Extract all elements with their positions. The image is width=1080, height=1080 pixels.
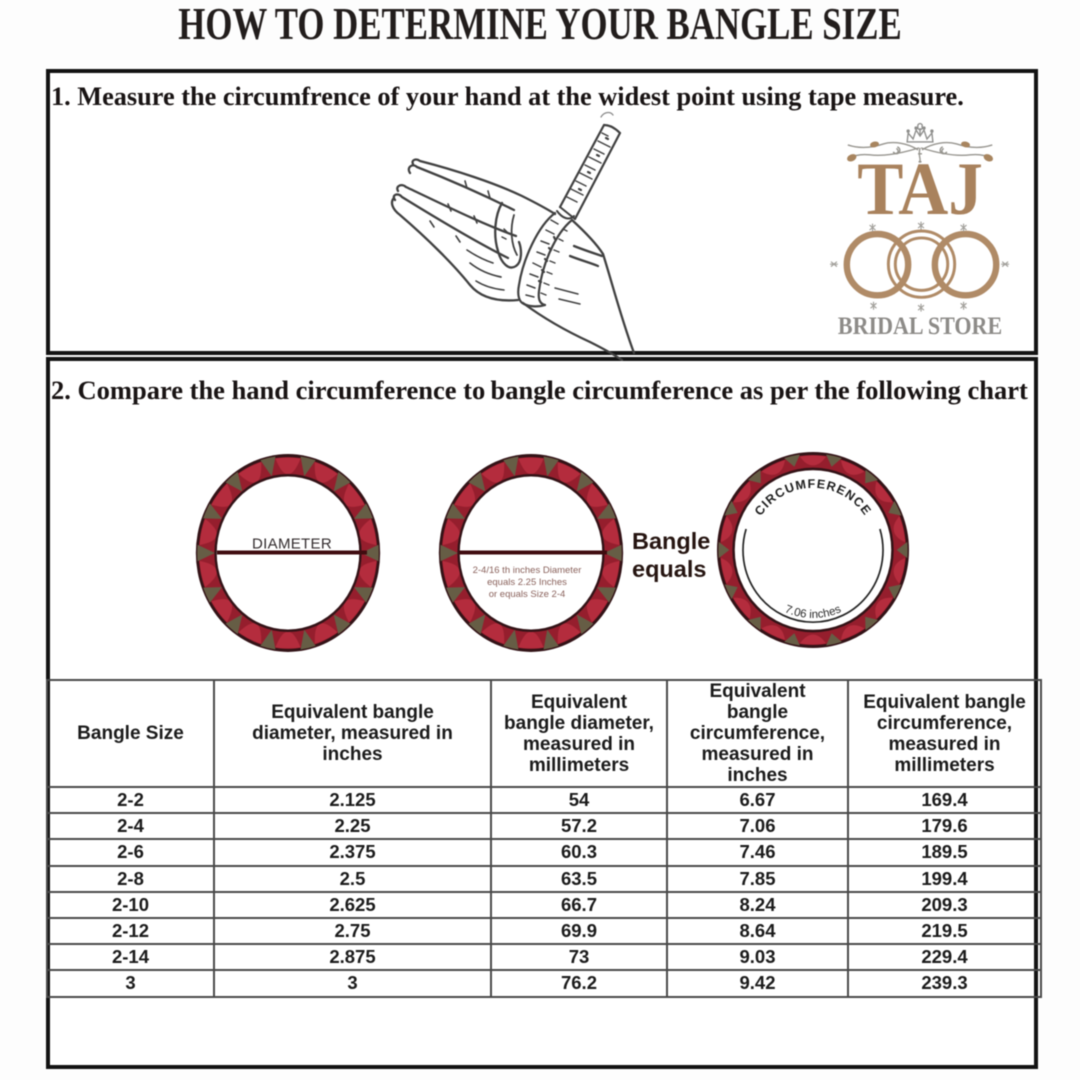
svg-text:BRIDAL STORE: BRIDAL STORE	[838, 311, 1002, 340]
svg-text:7.06 inches: 7.06 inches	[783, 603, 843, 621]
svg-text:equals 2.25 Inches: equals 2.25 Inches	[487, 577, 567, 588]
svg-text:2-4/16 th inches Diameter: 2-4/16 th inches Diameter	[473, 565, 582, 576]
svg-text:or equals Size 2-4: or equals Size 2-4	[489, 589, 566, 600]
svg-text:DIAMETER: DIAMETER	[252, 536, 332, 553]
svg-text:TAJ: TAJ	[857, 148, 983, 231]
